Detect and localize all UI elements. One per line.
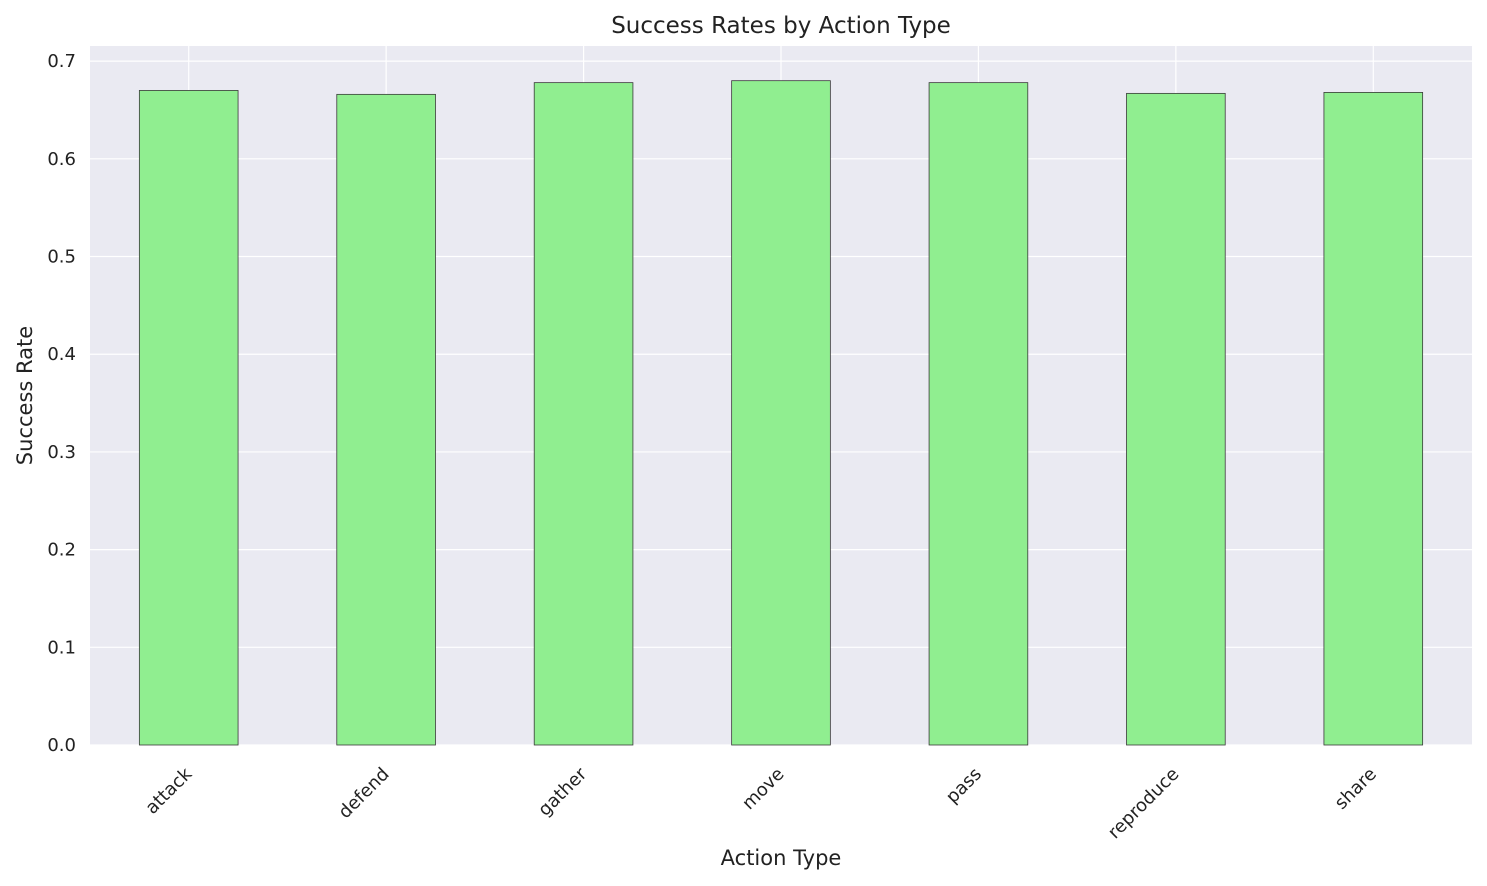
x-tick-label-reproduce: reproduce: [1104, 764, 1183, 843]
x-axis-ticks: attack defend gather move pass reproduce share: [141, 763, 1380, 843]
bar-share: [1323, 92, 1424, 746]
y-tick-label: 0.1: [47, 637, 76, 658]
y-tick-label: 0.7: [47, 51, 76, 72]
bars: [138, 80, 1424, 746]
bar-reproduce: [1126, 92, 1226, 746]
x-tick-label-defend: defend: [334, 764, 393, 823]
bar-attack: [138, 90, 239, 746]
x-tick-label-share: share: [1331, 764, 1381, 814]
x-tick-label-move: move: [738, 764, 788, 814]
y-tick-label: 0.3: [47, 442, 76, 463]
x-tick-label-pass: pass: [942, 764, 986, 808]
y-tick-label: 0.2: [47, 540, 76, 561]
y-tick-label: 0.6: [47, 149, 76, 170]
bar-defend: [336, 93, 436, 746]
y-tick-label: 0.4: [47, 344, 76, 365]
chart-title: Success Rates by Action Type: [611, 13, 951, 39]
x-tick-label-gather: gather: [534, 763, 591, 820]
bar-move: [731, 80, 831, 746]
x-tick-label-attack: attack: [141, 763, 196, 818]
y-axis-title: Success Rate: [13, 326, 37, 465]
bar-gather: [533, 82, 634, 746]
y-tick-label: 0.5: [47, 247, 76, 268]
y-tick-label: 0.0: [47, 735, 76, 756]
x-axis-title: Action Type: [721, 846, 842, 870]
bar-pass: [928, 82, 1029, 746]
y-axis-ticks: 0.0 0.1 0.2 0.3 0.4 0.5 0.6 0.7: [47, 51, 76, 756]
